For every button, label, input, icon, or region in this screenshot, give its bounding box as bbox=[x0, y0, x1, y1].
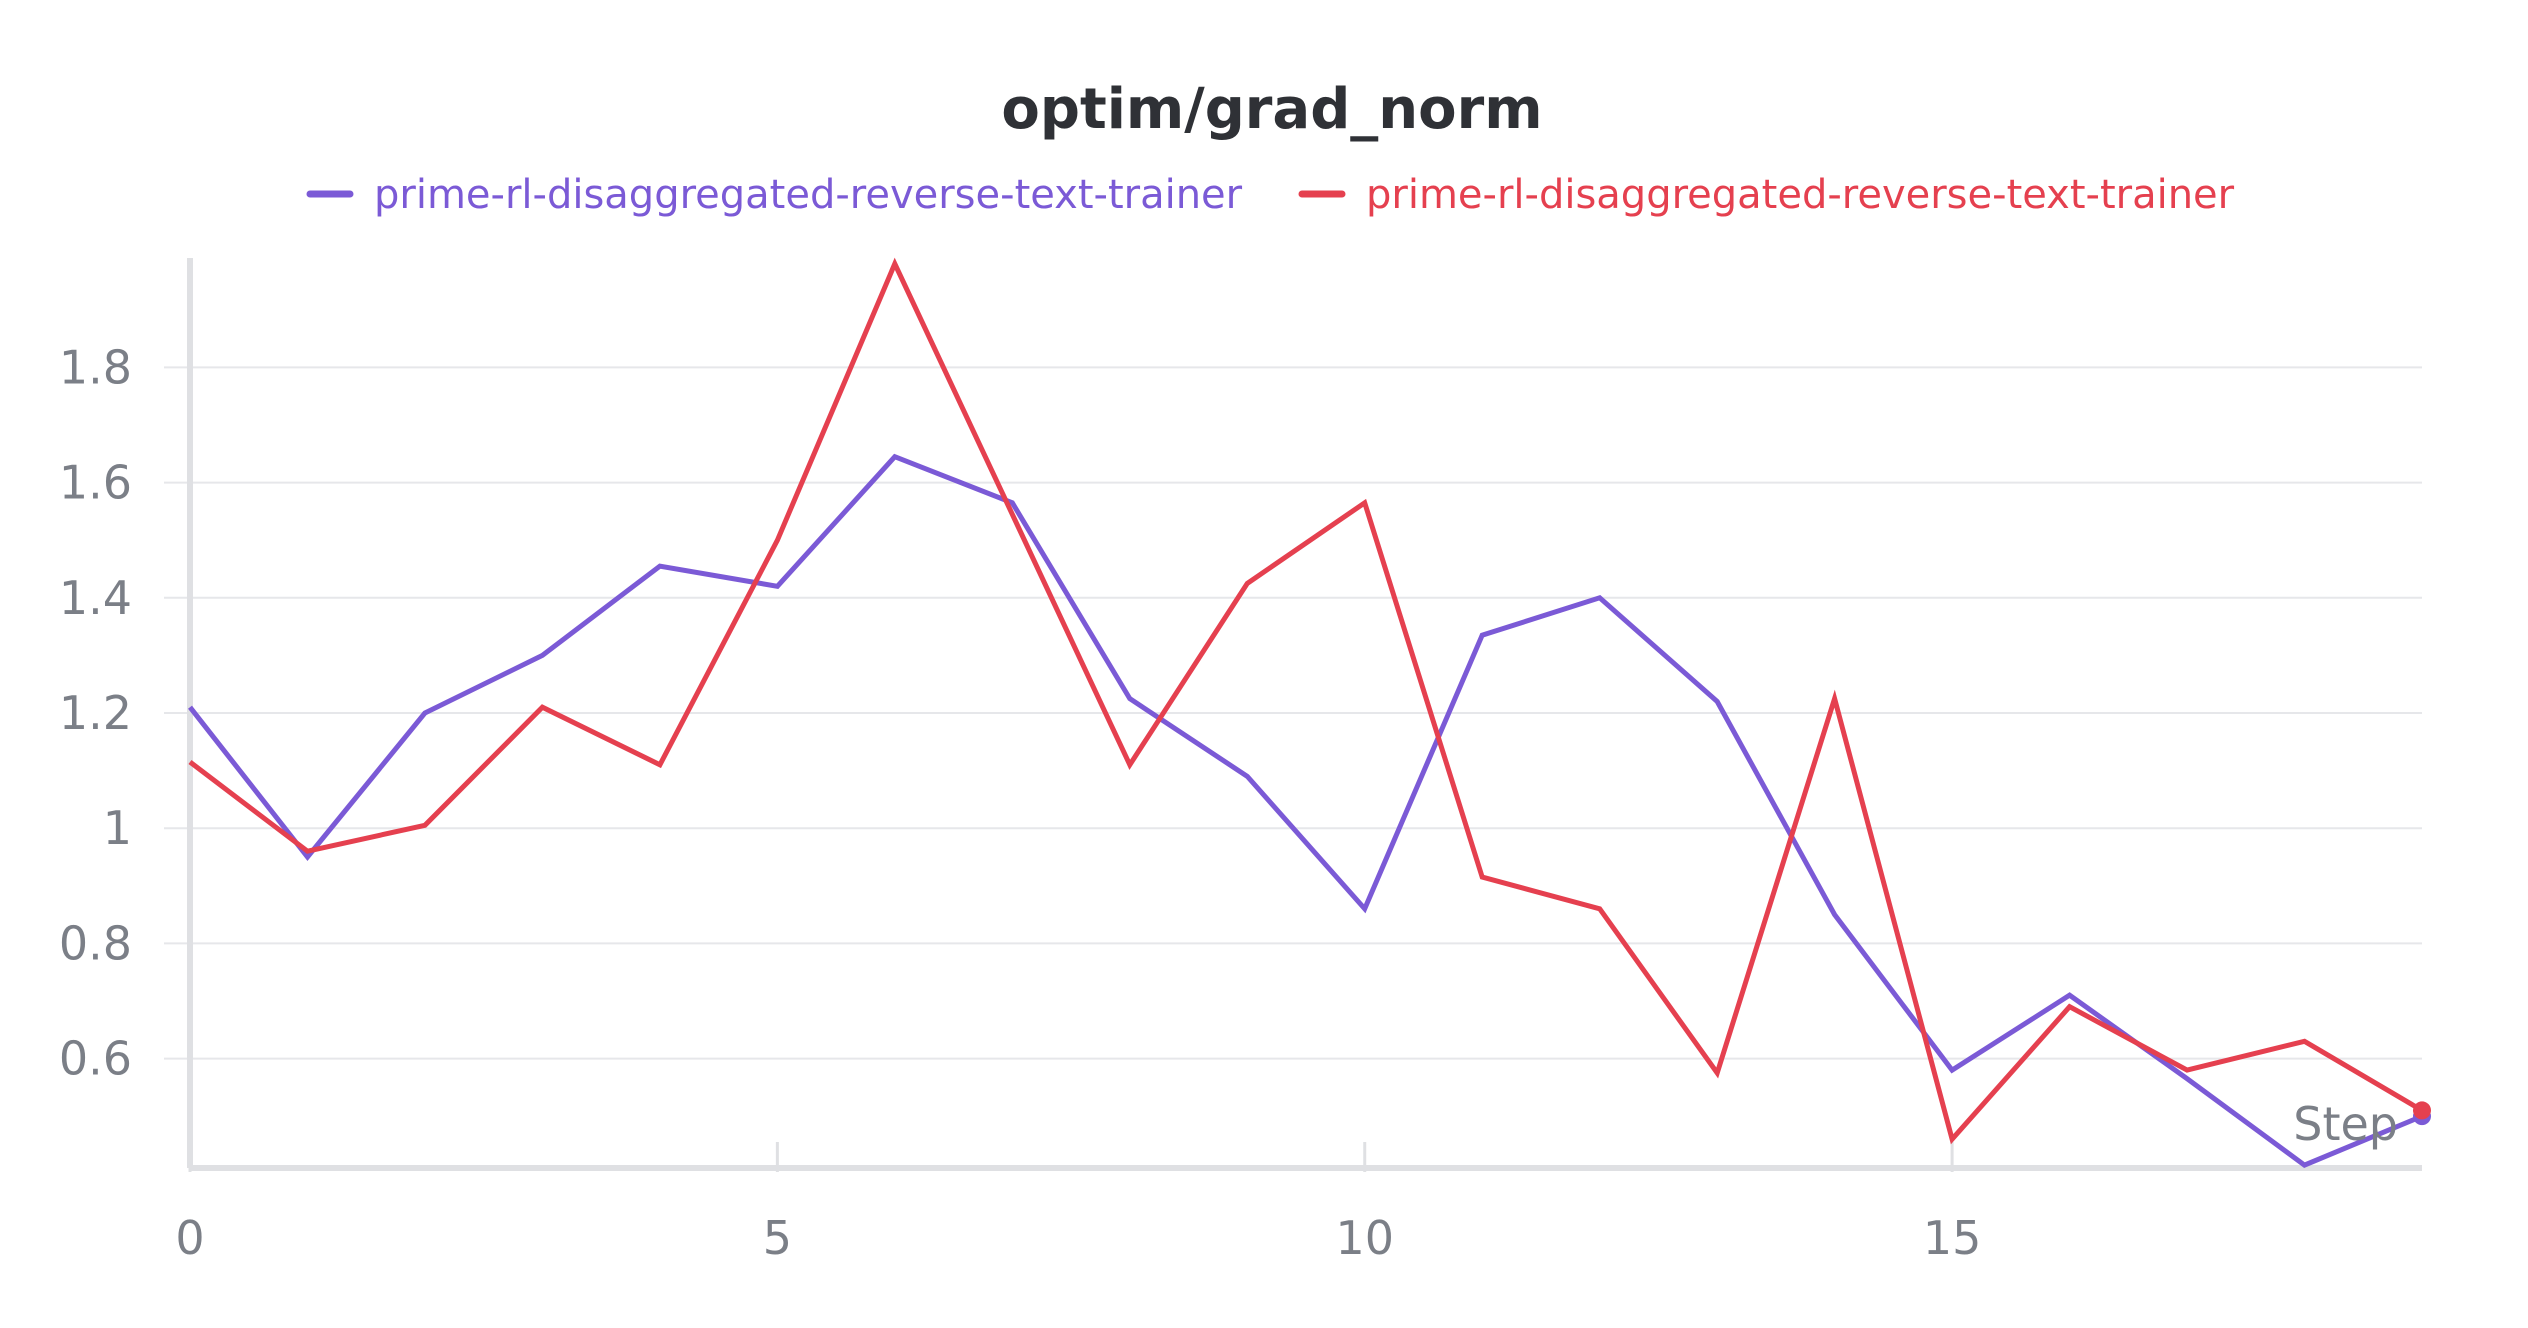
x-tick-label: 0 bbox=[175, 1211, 204, 1265]
y-tick-label: 1.8 bbox=[59, 340, 132, 394]
y-tick-label: 1.6 bbox=[59, 456, 132, 510]
legend-item-series-1[interactable]: prime-rl-disaggregated-reverse-text-trai… bbox=[306, 172, 1243, 218]
legend-label-series-1: prime-rl-disaggregated-reverse-text-trai… bbox=[374, 172, 1243, 218]
x-tick-label: 15 bbox=[1923, 1211, 1982, 1265]
x-tick-label: 10 bbox=[1335, 1211, 1394, 1265]
series-line-2[interactable] bbox=[188, 257, 2424, 1145]
y-tick-label: 0.6 bbox=[59, 1032, 132, 1086]
y-tick-label: 1.4 bbox=[59, 571, 132, 625]
y-tick-label: 0.8 bbox=[59, 916, 132, 970]
x-axis-ticks: 0 5 10 15 bbox=[175, 1142, 1981, 1265]
x-tick-label: 5 bbox=[763, 1211, 792, 1265]
y-tick-label: 1.2 bbox=[59, 686, 132, 740]
chart-title: optim/grad_norm bbox=[1001, 77, 1542, 142]
series-line-1[interactable] bbox=[188, 453, 2423, 1168]
x-axis-label: Step bbox=[2293, 1097, 2398, 1151]
grid-lines bbox=[190, 366, 2422, 1060]
series-end-point-2[interactable] bbox=[2413, 1101, 2431, 1120]
legend-label-series-2: prime-rl-disaggregated-reverse-text-trai… bbox=[1366, 172, 2235, 218]
y-tick-label: 1 bbox=[103, 801, 132, 855]
series-lines bbox=[188, 257, 2431, 1168]
legend: prime-rl-disaggregated-reverse-text-trai… bbox=[306, 172, 2235, 218]
y-axis-ticks: 0.6 0.8 1 1.2 1.4 1.6 1.8 bbox=[59, 340, 190, 1086]
legend-item-series-2[interactable]: prime-rl-disaggregated-reverse-text-trai… bbox=[1298, 172, 2235, 218]
